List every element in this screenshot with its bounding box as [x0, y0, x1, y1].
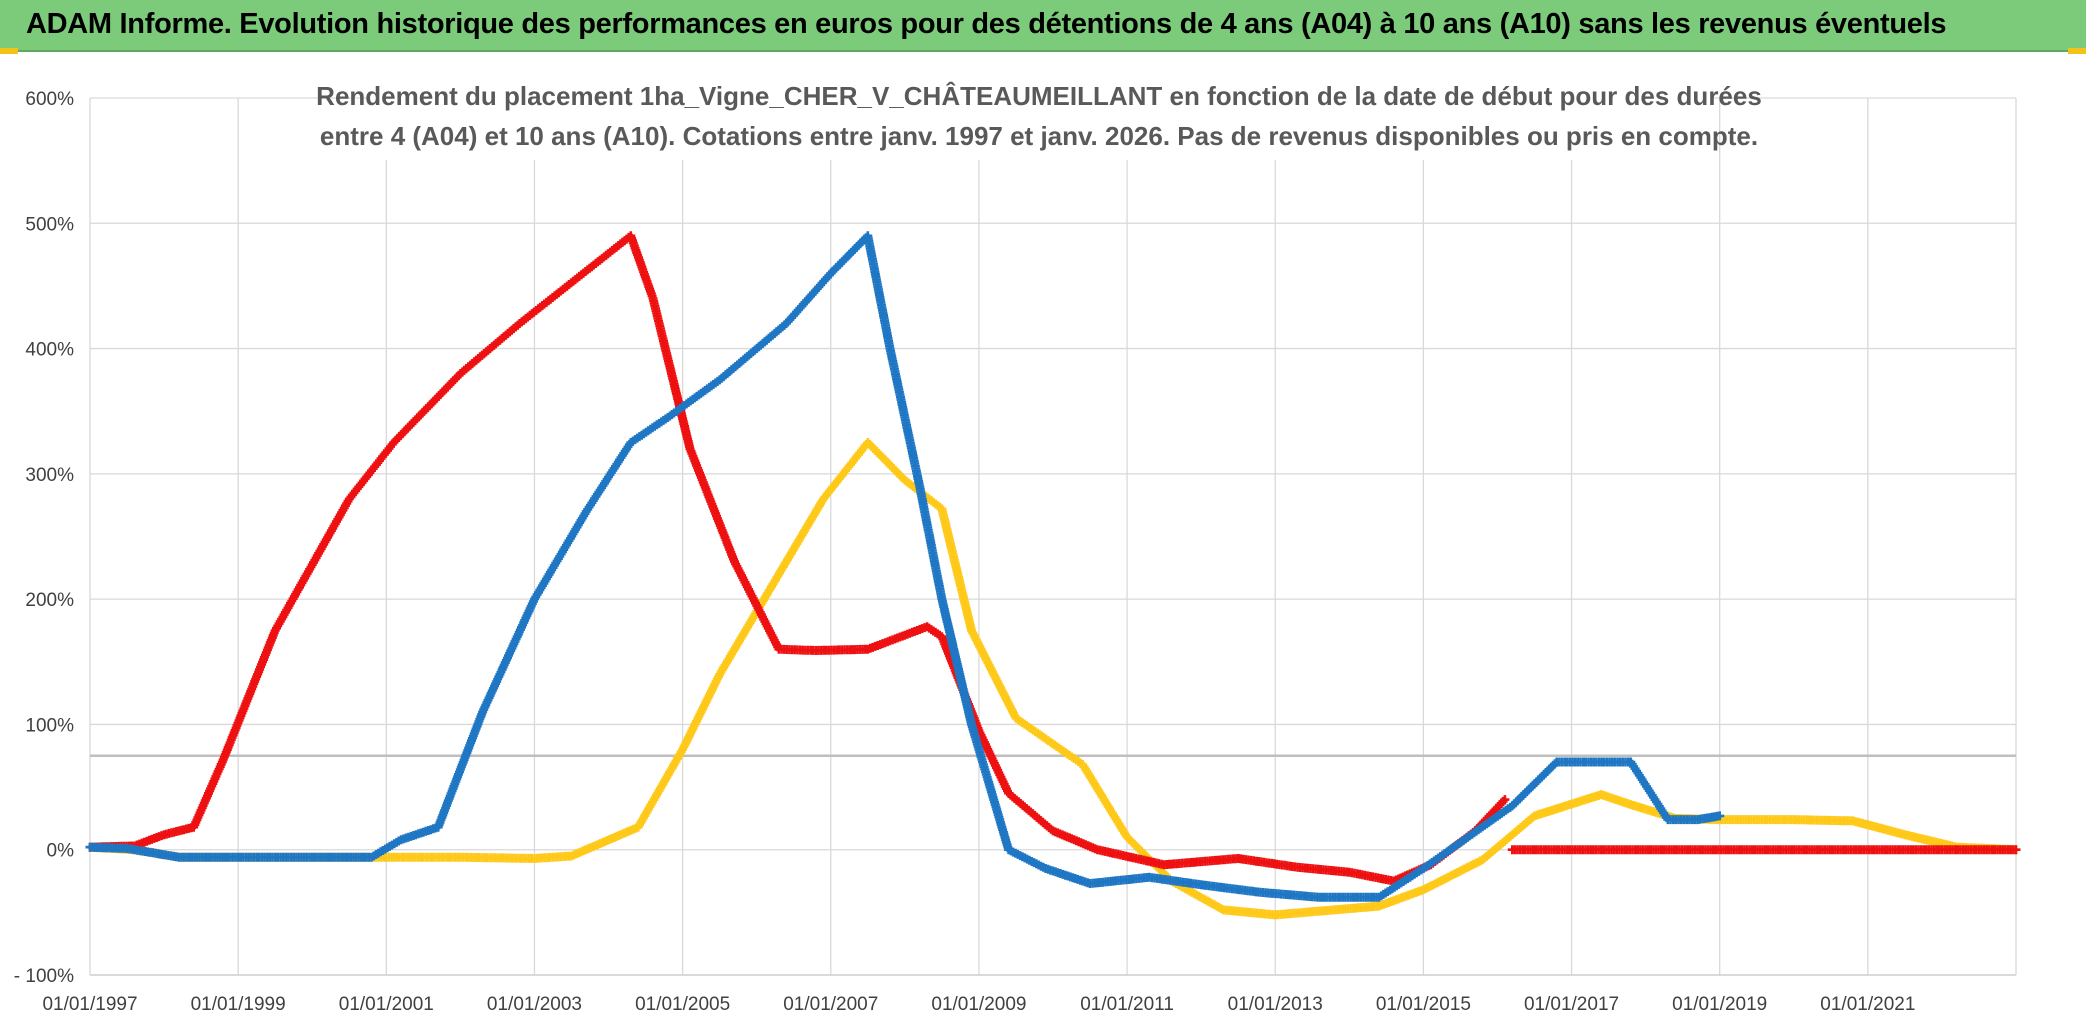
corner-marker-right — [2068, 48, 2086, 54]
data-point — [1500, 795, 1510, 805]
x-tick-label: 01/01/2019 — [1672, 994, 1767, 1015]
chart-title: Rendement du placement 1ha_Vigne_CHER_V_… — [316, 70, 1762, 160]
corner-marker-left — [0, 48, 18, 54]
x-tick-label: 01/01/2017 — [1524, 994, 1619, 1015]
y-tick-label: 0% — [47, 841, 75, 862]
series-a04 — [85, 231, 1510, 886]
x-tick-label: 01/01/2001 — [339, 994, 434, 1015]
banner-title: ADAM Informe. Evolution historique des p… — [26, 8, 1947, 40]
series-layer — [85, 231, 2021, 920]
x-tick-label: 01/01/1999 — [191, 994, 286, 1015]
chart-title-line: Rendement du placement 1ha_Vigne_CHER_V_… — [316, 81, 1762, 111]
x-tick-label: 01/01/1997 — [42, 994, 137, 1015]
series-a04-suite- — [1507, 845, 2021, 855]
chart-title-backdrop — [368, 70, 1710, 160]
data-point — [1715, 811, 1725, 821]
chart-title-line: entre 4 (A04) et 10 ans (A10). Cotations… — [320, 121, 1758, 151]
x-tick-label: 01/01/2003 — [487, 994, 582, 1015]
x-tick-label: 01/01/2015 — [1376, 994, 1471, 1015]
x-tick-label: 01/01/2021 — [1820, 994, 1915, 1015]
x-tick-label: 01/01/2007 — [783, 994, 878, 1015]
y-tick-label: 100% — [25, 715, 74, 736]
axis-layer: 600% 500% 400% 300% 200% 100% 0% - 100% 01/01/19… — [14, 89, 2016, 1015]
y-tick-label: - 100% — [14, 966, 74, 987]
y-tick-label: 400% — [25, 340, 74, 361]
y-tick-label: 500% — [25, 214, 74, 235]
y-tick-label: 200% — [25, 590, 74, 611]
y-tick-label: 600% — [25, 89, 74, 110]
banner: ADAM Informe. Evolution historique des p… — [0, 0, 2086, 52]
x-tick-label: 01/01/2009 — [931, 994, 1026, 1015]
grid-layer — [89, 97, 2017, 976]
x-tick-label: 01/01/2011 — [1080, 994, 1174, 1015]
y-tick-label: 300% — [25, 465, 74, 486]
x-tick-label: 01/01/2005 — [635, 994, 730, 1015]
data-point — [2011, 845, 2021, 855]
x-tick-label: 01/01/2013 — [1228, 994, 1323, 1015]
series-a07 — [85, 231, 1725, 902]
